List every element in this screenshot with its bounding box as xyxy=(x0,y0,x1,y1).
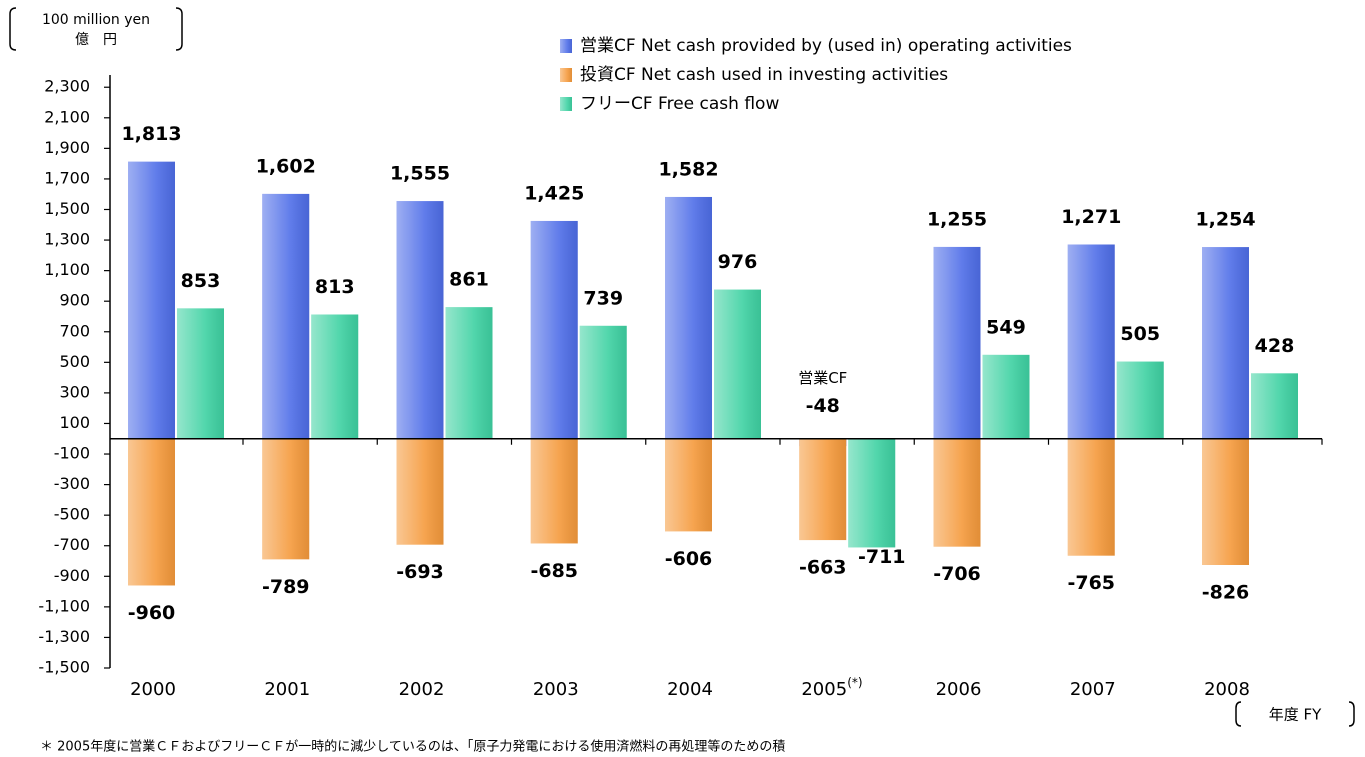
y-tick-label: -700 xyxy=(54,535,90,554)
bar-shine xyxy=(311,314,359,439)
data-label: -789 xyxy=(262,576,310,598)
category-note: (*) xyxy=(847,676,862,690)
data-label: -606 xyxy=(665,548,713,570)
y-tick-label: 1,100 xyxy=(44,260,90,279)
bar-shine xyxy=(396,438,444,545)
bar-shine xyxy=(579,325,627,439)
bar-shine xyxy=(128,161,175,439)
unit-label: 億 円 xyxy=(75,32,117,48)
y-tick-label: 1,900 xyxy=(44,138,90,157)
data-label: -693 xyxy=(396,561,444,583)
x-tick-label: 2004 xyxy=(667,679,713,700)
data-label: 505 xyxy=(1120,323,1160,345)
bar-shine xyxy=(665,196,712,439)
x-tick-label: 2001 xyxy=(264,679,310,700)
data-label: -960 xyxy=(128,602,176,624)
y-tick-label: 2,300 xyxy=(44,77,90,96)
bar-shine xyxy=(1116,361,1164,439)
bar-shine xyxy=(1067,438,1115,556)
bar-shine xyxy=(1067,244,1115,439)
data-label: 1,425 xyxy=(524,182,584,204)
data-label: -48 xyxy=(806,395,840,417)
data-label: -706 xyxy=(933,563,981,585)
y-tick-label: 2,100 xyxy=(44,107,90,126)
bar-shine xyxy=(262,438,310,560)
x-tick-label: 2003 xyxy=(533,679,579,700)
bar-shine xyxy=(530,438,578,544)
y-tick-label: -1,100 xyxy=(38,596,90,615)
x-tick-label: 2008 xyxy=(1204,679,1250,700)
data-label: 813 xyxy=(315,276,355,298)
y-tick-label: -1,500 xyxy=(38,658,90,677)
data-label: -711 xyxy=(858,546,906,568)
legend-shine xyxy=(560,39,572,53)
legend-shine xyxy=(560,68,572,82)
data-label: 1,555 xyxy=(390,163,450,185)
data-label: 976 xyxy=(718,251,758,273)
bar-shine xyxy=(933,438,981,547)
bracket xyxy=(175,7,183,51)
bar-shine xyxy=(1202,438,1249,565)
data-label: -826 xyxy=(1202,581,1250,603)
data-label: 428 xyxy=(1255,335,1295,357)
data-label: 1,602 xyxy=(256,155,316,177)
y-tick-label: 300 xyxy=(59,382,90,401)
bar-shine xyxy=(714,289,761,439)
data-label: 1,255 xyxy=(927,208,987,230)
y-tick-label: 900 xyxy=(59,291,90,310)
bracket xyxy=(1235,701,1242,727)
bar-shine xyxy=(1251,373,1298,439)
x-tick-label: 2000 xyxy=(130,679,176,700)
data-label: 1,582 xyxy=(658,158,718,180)
footnote: ＊ 2005年度に営業ＣＦおよびフリーＣＦが一時的に減少しているのは、「原子力発… xyxy=(40,739,785,755)
bar-shine xyxy=(445,307,493,439)
bar-shine xyxy=(262,193,310,439)
unit-label: 100 million yen xyxy=(42,12,150,28)
data-label: 861 xyxy=(449,269,489,291)
bar-shine xyxy=(396,201,444,439)
bracket xyxy=(9,7,17,51)
y-tick-label: -300 xyxy=(54,474,90,493)
x-tick-label: 2007 xyxy=(1070,679,1116,700)
x-tick-label: 2002 xyxy=(399,679,445,700)
data-label: -765 xyxy=(1067,572,1115,594)
y-tick-label: 1,700 xyxy=(44,168,90,187)
x-axis-label: 年度 FY xyxy=(1269,706,1322,724)
bar-shine xyxy=(848,438,896,548)
y-tick-label: 1,300 xyxy=(44,230,90,249)
bar-shine xyxy=(1202,247,1249,439)
bar-shine xyxy=(530,220,578,439)
x-tick-label: 2006 xyxy=(936,679,982,700)
data-label: 549 xyxy=(986,316,1026,338)
data-label: 1,271 xyxy=(1061,206,1121,228)
legend-label: フリーCF Free cash flow xyxy=(580,94,779,114)
data-label: 853 xyxy=(181,270,221,292)
y-tick-label: 500 xyxy=(59,352,90,371)
legend-label: 営業CF Net cash provided by (used in) oper… xyxy=(580,36,1072,56)
bar-shine xyxy=(128,438,175,586)
legend-shine xyxy=(560,97,572,111)
bar-shine xyxy=(982,354,1030,439)
data-label: -685 xyxy=(530,560,578,582)
y-tick-label: -1,300 xyxy=(38,627,90,646)
bar-shine xyxy=(665,438,712,532)
bracket xyxy=(1348,701,1355,727)
bar-shine xyxy=(177,308,224,439)
data-label: 739 xyxy=(583,287,623,309)
data-label: 1,813 xyxy=(121,123,181,145)
annotation: 営業CF xyxy=(798,369,847,387)
legend-label: 投資CF Net cash used in investing activiti… xyxy=(580,65,948,85)
bar-shine xyxy=(933,246,981,439)
y-tick-label: 700 xyxy=(59,321,90,340)
bar-shine xyxy=(799,438,847,541)
x-tick-label: 2005 xyxy=(801,679,847,700)
y-tick-label: -900 xyxy=(54,566,90,585)
y-tick-label: 100 xyxy=(59,413,90,432)
data-label: -663 xyxy=(799,557,847,579)
data-label: 1,254 xyxy=(1195,209,1255,231)
y-tick-label: 1,500 xyxy=(44,199,90,218)
y-tick-label: -500 xyxy=(54,505,90,524)
y-tick-label: -100 xyxy=(54,444,90,463)
